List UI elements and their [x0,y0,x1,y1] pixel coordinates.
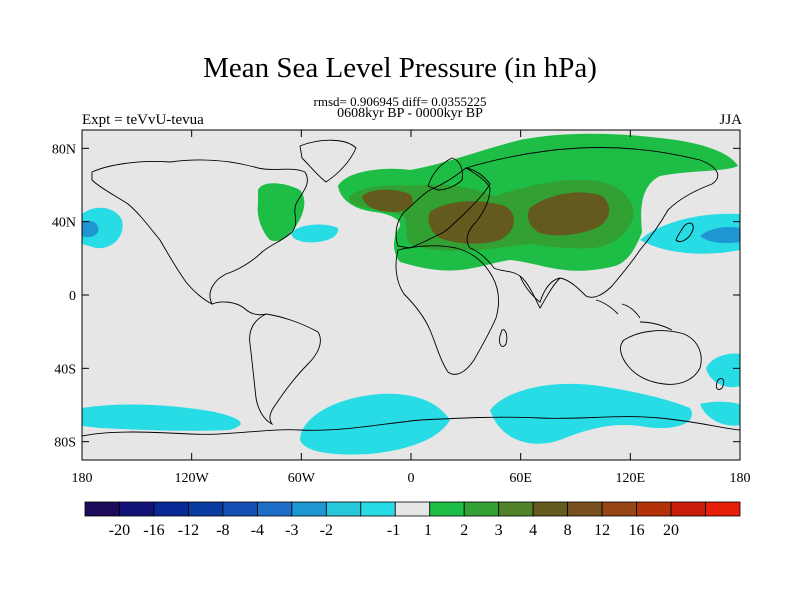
coastline-north-america [91,159,308,306]
colorbar-swatch [463,501,500,517]
negative-anomaly-ross-sea [700,401,740,426]
lon-axis: 180 120W 60W 0 60E 120E 180 [72,130,751,486]
colorbar-swatch [705,501,741,517]
lat-tick-label: 80S [54,436,76,451]
negative-anomaly-north-pacific-core [700,226,740,244]
chart-subtitle: rmsd= 0.906945 diff= 0.0355225 [313,94,487,109]
coastline-asia [464,147,719,303]
negative-anomaly-north-pacific-east [82,207,123,249]
colorbar-label: -3 [285,522,298,539]
lon-tick-label: 120W [175,471,210,486]
lon-tick-label: 0 [408,471,415,486]
chart-title: Mean Sea Level Pressure (in hPa) [203,52,597,84]
lat-axis: 80N 40N 0 40S 80S [52,142,740,451]
coastline-central-america [211,301,267,316]
colorbar-label: 2 [460,522,468,539]
lon-tick-label: 120E [616,471,646,486]
coastline-india [519,275,561,309]
colorbar-swatch [429,501,465,517]
colorbar-label: 8 [564,522,572,539]
positive-anomaly-eurasia-core-east [528,192,610,236]
colorbar: -20 -16 -12 -8 -4 -3 -2 -1 1 2 3 4 8 12 16 20 [84,501,741,539]
lat-tick-label: 40S [54,362,76,377]
colorbar-label: -20 [109,522,130,539]
colorbar-swatch [601,501,637,517]
lon-tick-label: 60E [509,471,532,486]
lat-tick-label: 80N [52,142,76,157]
lat-tick-label: 0 [69,289,76,304]
coastline-africa [395,245,500,375]
coastlines [82,139,740,437]
positive-anomaly-eurasia-core-mid [428,201,515,244]
negative-anomaly-north-pacific-west [640,213,740,254]
colorbar-swatch [222,501,258,517]
lon-tick-label: 180 [72,471,93,486]
coastline-maritime-continent [595,299,673,331]
colorbar-swatch [670,501,706,517]
period-label: 0608kyr BP - 0000kyr BP [337,106,483,121]
colorbar-label: 4 [529,522,537,539]
colorbar-swatch [360,501,396,517]
colorbar-swatch [325,501,362,517]
coastline-south-america [249,313,321,426]
colorbar-label: -12 [178,522,199,539]
season-label: JJA [719,112,742,128]
coastline-antarctica [82,416,740,437]
negative-anomaly-southern-ocean-indian [490,383,692,444]
colorbar-swatch [291,501,327,517]
positive-anomaly-eurasia-core-west [362,189,413,212]
negative-anomaly-north-atlantic [291,224,339,243]
negative-anomaly-south-pacific [706,353,740,388]
negative-anomaly-southern-ocean-atlantic [300,393,450,455]
lat-tick-label: 40N [52,216,76,231]
coastline-australia [620,330,702,385]
negative-anomaly-southern-ocean-pacific [82,404,241,431]
negative-anomaly-north-pacific-east-core [82,220,99,238]
colorbar-swatch [394,501,431,517]
coastline-madagascar [499,329,508,347]
positive-anomaly-north-america [257,183,305,242]
lon-tick-label: 180 [730,471,751,486]
colorbar-label: -1 [387,522,400,539]
colorbar-label: 12 [594,522,610,539]
colorbar-swatch [188,501,224,517]
colorbar-swatch [567,501,603,517]
colorbar-label: -16 [143,522,164,539]
colorbar-label: 3 [495,522,503,539]
colorbar-swatch [256,501,293,517]
colorbar-swatch [153,501,189,517]
lon-tick-label: 60W [288,471,316,486]
coastline-new-zealand [715,377,725,391]
experiment-label: Expt = teVvU-tevua [82,112,204,128]
colorbar-swatch [532,501,569,517]
colorbar-label: -8 [216,522,229,539]
colorbar-label: -2 [320,522,333,539]
colorbar-label: 16 [629,522,645,539]
colorbar-label: 20 [663,522,679,539]
colorbar-label: -4 [251,522,264,539]
colorbar-swatch [636,501,672,517]
colorbar-swatch [84,501,120,517]
colorbar-label: 1 [424,522,432,539]
coastline-europe [395,167,491,249]
coastline-greenland [299,139,357,183]
colorbar-swatch [498,501,534,517]
coastline-scandinavia [427,157,463,191]
colorbar-swatch [119,501,155,517]
coastline-japan [675,222,694,243]
